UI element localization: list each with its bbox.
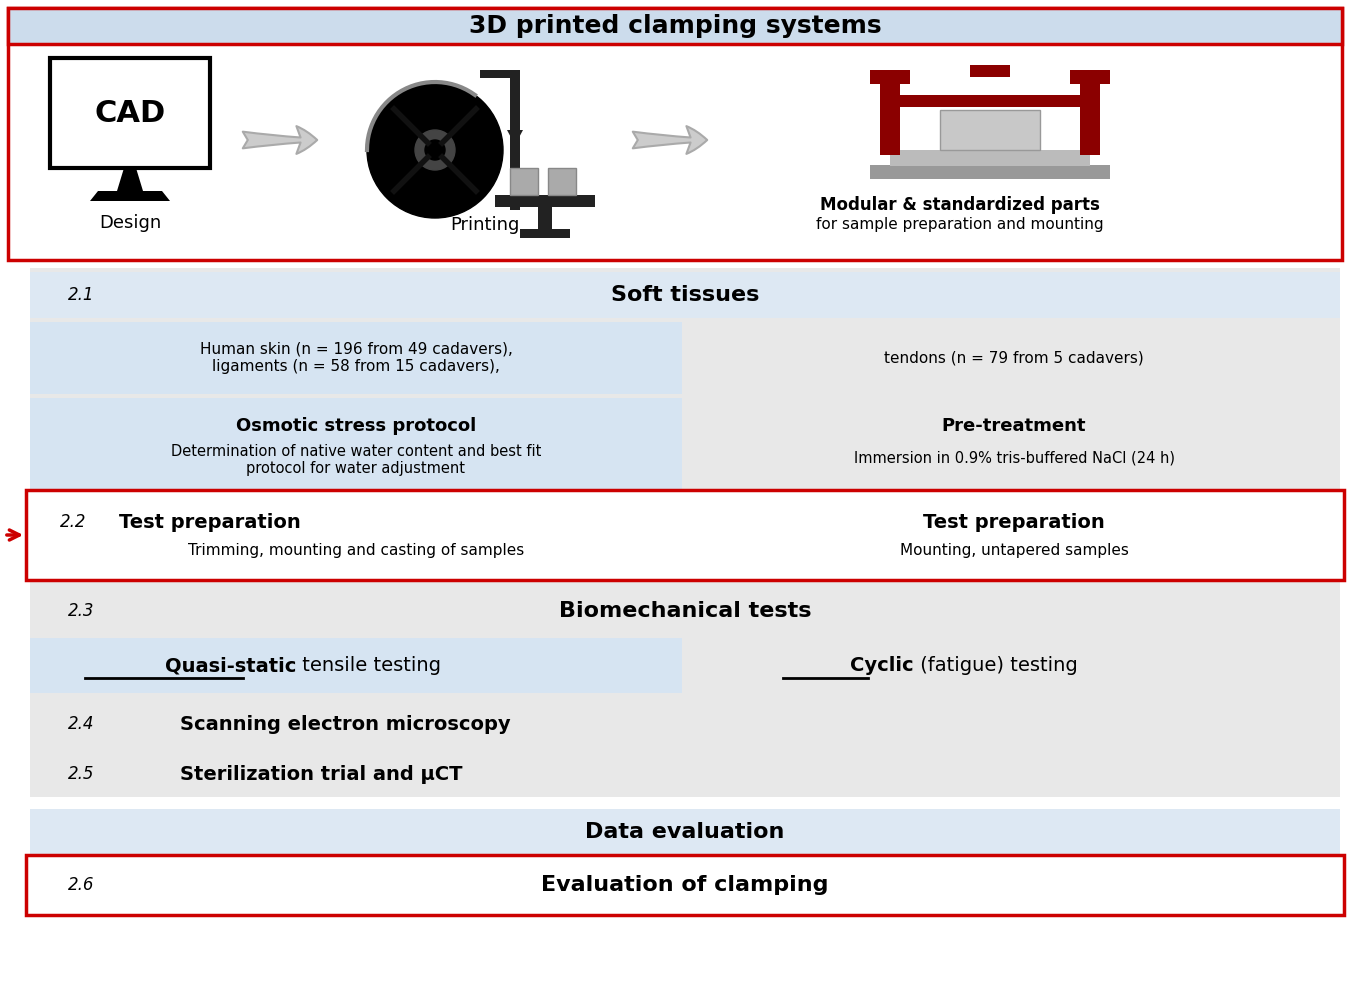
Text: 2.5: 2.5 <box>68 765 94 783</box>
Text: Printing: Printing <box>451 216 520 234</box>
Bar <box>30 268 1341 766</box>
Bar <box>30 272 1341 318</box>
Text: Scanning electron microscopy: Scanning electron microscopy <box>180 714 510 733</box>
Text: CAD: CAD <box>95 99 166 128</box>
Circle shape <box>414 130 455 170</box>
Text: Cyclic: Cyclic <box>850 656 914 675</box>
Bar <box>30 809 1341 855</box>
Bar <box>688 494 1341 576</box>
Text: (fatigue) testing: (fatigue) testing <box>914 656 1077 675</box>
Text: for sample preparation and mounting: for sample preparation and mounting <box>817 218 1104 233</box>
Bar <box>1071 70 1110 84</box>
Bar <box>30 638 682 693</box>
Bar <box>30 751 1341 797</box>
Text: Biomechanical tests: Biomechanical tests <box>559 601 811 621</box>
Bar <box>1080 75 1100 155</box>
Text: tendons (n = 79 from 5 cadavers): tendons (n = 79 from 5 cadavers) <box>884 351 1143 366</box>
Text: Trimming, mounting and casting of samples: Trimming, mounting and casting of sample… <box>188 542 524 557</box>
Bar <box>30 859 1341 911</box>
Bar <box>8 8 1342 260</box>
Bar <box>510 168 539 195</box>
Text: Design: Design <box>99 214 161 232</box>
Text: Sterilization trial and μCT: Sterilization trial and μCT <box>180 764 463 783</box>
Text: Human skin (n = 196 from 49 cadavers),
ligaments (n = 58 from 15 cadavers),: Human skin (n = 196 from 49 cadavers), l… <box>200 342 513 375</box>
Text: Quasi-static: Quasi-static <box>165 656 296 675</box>
Bar <box>26 855 1345 915</box>
FancyArrowPatch shape <box>243 126 317 154</box>
Text: 2.1: 2.1 <box>68 286 94 304</box>
Bar <box>30 398 682 490</box>
Text: Determination of native water content and best fit
protocol for water adjustment: Determination of native water content an… <box>171 444 541 477</box>
Text: Soft tissues: Soft tissues <box>610 285 759 305</box>
Text: 2.6: 2.6 <box>68 876 94 894</box>
Text: Immersion in 0.9% tris-buffered NaCl (24 h): Immersion in 0.9% tris-buffered NaCl (24… <box>853 451 1174 466</box>
Bar <box>30 494 682 576</box>
Text: Test preparation: Test preparation <box>923 512 1104 531</box>
Bar <box>495 195 595 207</box>
Text: Modular & standardized parts: Modular & standardized parts <box>819 196 1100 214</box>
Bar <box>688 322 1341 394</box>
Bar <box>548 168 576 195</box>
Text: tensile testing: tensile testing <box>296 656 441 675</box>
Circle shape <box>367 82 504 218</box>
Bar <box>900 95 1080 107</box>
FancyArrowPatch shape <box>633 126 707 154</box>
Bar <box>8 8 1342 44</box>
Polygon shape <box>117 168 143 191</box>
Bar <box>688 398 1341 490</box>
Circle shape <box>425 140 446 160</box>
Text: Evaluation of clamping: Evaluation of clamping <box>541 875 829 895</box>
Bar <box>971 65 1010 77</box>
Text: Mounting, untapered samples: Mounting, untapered samples <box>899 542 1129 557</box>
Bar <box>26 490 1345 580</box>
Bar <box>880 75 900 155</box>
Bar <box>30 588 1341 634</box>
Text: Pre-treatment: Pre-treatment <box>942 417 1087 435</box>
Bar <box>30 322 682 394</box>
Bar <box>481 70 512 78</box>
Bar <box>520 229 570 238</box>
Text: 3D printed clamping systems: 3D printed clamping systems <box>468 14 882 38</box>
Text: 2.3: 2.3 <box>68 602 94 620</box>
Text: 2.2: 2.2 <box>59 513 86 531</box>
Bar <box>688 638 1341 693</box>
Text: Test preparation: Test preparation <box>119 512 301 531</box>
Bar <box>890 150 1089 166</box>
Polygon shape <box>90 191 170 201</box>
Bar <box>869 165 1110 179</box>
Bar <box>869 70 910 84</box>
Bar <box>30 701 1341 747</box>
Text: 2.4: 2.4 <box>68 715 94 733</box>
Polygon shape <box>508 130 522 145</box>
Bar <box>940 110 1040 150</box>
Bar <box>510 70 520 210</box>
Text: Data evaluation: Data evaluation <box>586 822 784 842</box>
Text: Osmotic stress protocol: Osmotic stress protocol <box>236 417 477 435</box>
Bar <box>50 58 211 168</box>
Bar <box>539 207 552 229</box>
